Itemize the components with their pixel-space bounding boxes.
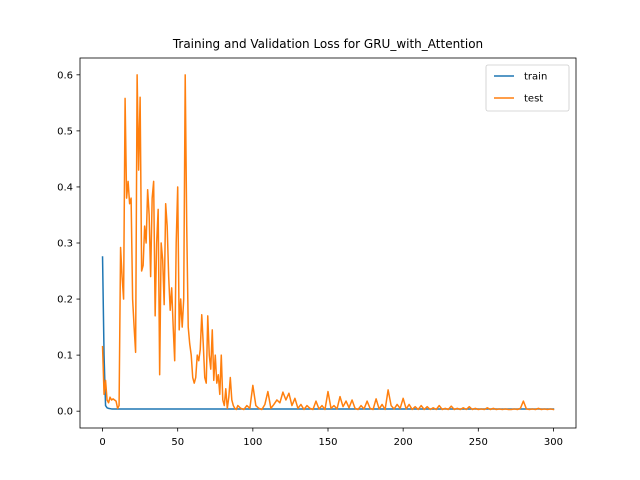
series-line-test (101, 74, 555, 411)
y-tick-label: 0.2 (57, 295, 73, 306)
x-tick-label: 200 (394, 437, 413, 448)
x-tick-label: 0 (99, 437, 105, 448)
y-tick-label: 0.0 (57, 407, 73, 418)
y-tick-label: 0.3 (57, 239, 73, 250)
x-tick-label: 250 (469, 437, 488, 448)
legend: train test (485, 64, 570, 112)
y-tick-label: 0.6 (57, 70, 73, 81)
x-axis: 0 50 100 150 200 250 300 (99, 428, 563, 448)
y-tick-label: 0.1 (57, 351, 73, 362)
series-line-train (101, 256, 555, 410)
x-tick-label: 100 (243, 437, 262, 448)
x-tick-label: 300 (544, 437, 563, 448)
legend-label-train: train (524, 72, 547, 83)
chart-title: Training and Validation Loss for GRU_wit… (172, 37, 483, 51)
y-axis: 0.0 0.1 0.2 0.3 0.4 0.5 0.6 (57, 70, 80, 418)
x-tick-label: 150 (318, 437, 337, 448)
y-tick-label: 0.4 (57, 182, 73, 193)
y-tick-label: 0.5 (57, 126, 73, 137)
x-tick-label: 50 (171, 437, 184, 448)
legend-label-test: test (524, 94, 543, 105)
series-layer (101, 74, 555, 411)
